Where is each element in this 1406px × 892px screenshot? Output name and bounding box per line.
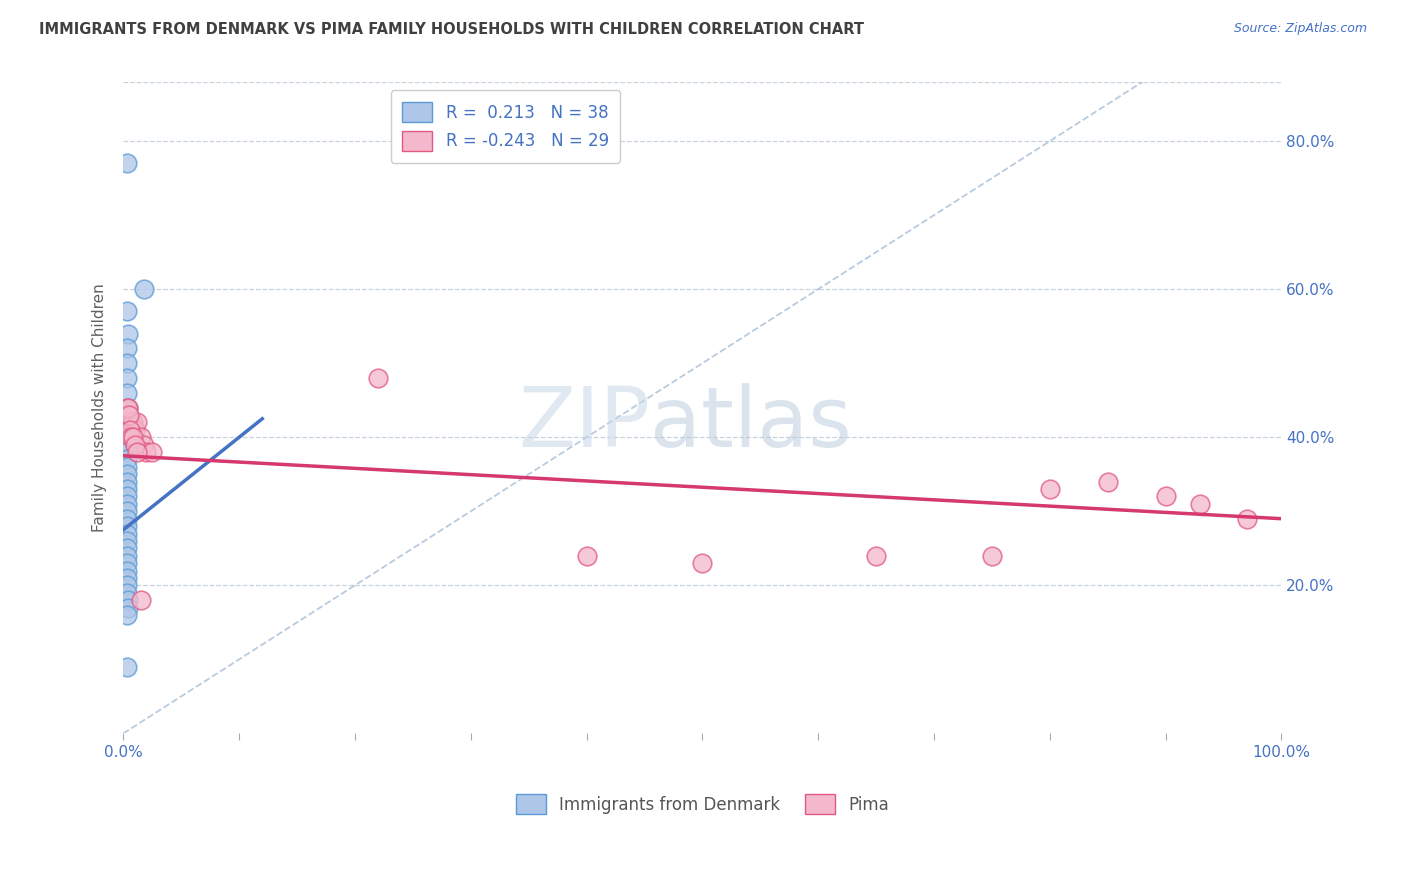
Point (120, 416, 142, 430)
Point (115, 459, 138, 474)
Point (115, 533, 138, 548)
Point (117, 408, 139, 422)
Point (1097, 475, 1119, 489)
Point (121, 430, 143, 444)
Point (115, 430, 138, 444)
Point (115, 423, 138, 437)
Point (141, 445, 163, 459)
Text: Source: ZipAtlas.com: Source: ZipAtlas.com (1233, 22, 1367, 36)
Point (115, 607, 138, 622)
Point (115, 571, 138, 585)
Y-axis label: Family Households with Children: Family Households with Children (93, 284, 107, 532)
Point (117, 326, 139, 341)
Point (115, 475, 138, 489)
Point (134, 438, 156, 452)
Point (117, 401, 139, 415)
Point (115, 556, 138, 570)
Point (115, 467, 138, 482)
Point (115, 519, 138, 533)
Point (135, 445, 157, 459)
Point (1189, 497, 1212, 511)
Point (118, 408, 141, 422)
Point (115, 564, 138, 578)
Point (1154, 490, 1177, 504)
Point (115, 356, 138, 370)
Point (120, 416, 142, 430)
Point (115, 578, 138, 592)
Point (127, 445, 149, 459)
Point (129, 430, 152, 444)
Point (134, 282, 156, 296)
Point (124, 423, 146, 437)
Point (980, 549, 1002, 563)
Point (115, 490, 138, 504)
Point (115, 512, 138, 526)
Point (115, 504, 138, 518)
Point (120, 430, 142, 444)
Point (115, 416, 138, 430)
Point (117, 593, 139, 607)
Text: ZIP: ZIP (519, 384, 650, 465)
Point (865, 549, 887, 563)
Point (115, 304, 138, 318)
Point (115, 401, 138, 415)
Point (117, 401, 139, 415)
Point (115, 482, 138, 496)
Point (115, 541, 138, 556)
Point (115, 438, 138, 452)
Point (115, 549, 138, 563)
Point (115, 371, 138, 385)
Point (124, 438, 146, 452)
Text: IMMIGRANTS FROM DENMARK VS PIMA FAMILY HOUSEHOLDS WITH CHILDREN CORRELATION CHAR: IMMIGRANTS FROM DENMARK VS PIMA FAMILY H… (39, 22, 865, 37)
Text: atlas: atlas (650, 384, 852, 465)
Point (1236, 512, 1258, 526)
Point (575, 549, 598, 563)
Point (115, 445, 138, 459)
Point (115, 342, 138, 356)
Point (117, 600, 139, 615)
Point (127, 416, 149, 430)
Point (115, 526, 138, 541)
Point (120, 423, 142, 437)
Point (367, 371, 389, 385)
Point (115, 660, 138, 674)
Point (115, 497, 138, 511)
Point (115, 385, 138, 400)
Point (692, 556, 714, 570)
Point (115, 586, 138, 600)
Point (115, 452, 138, 467)
Legend: Immigrants from Denmark, Pima: Immigrants from Denmark, Pima (509, 788, 896, 821)
Point (117, 408, 139, 422)
Point (129, 593, 152, 607)
Point (1039, 482, 1062, 496)
Point (121, 416, 143, 430)
Point (115, 156, 138, 170)
